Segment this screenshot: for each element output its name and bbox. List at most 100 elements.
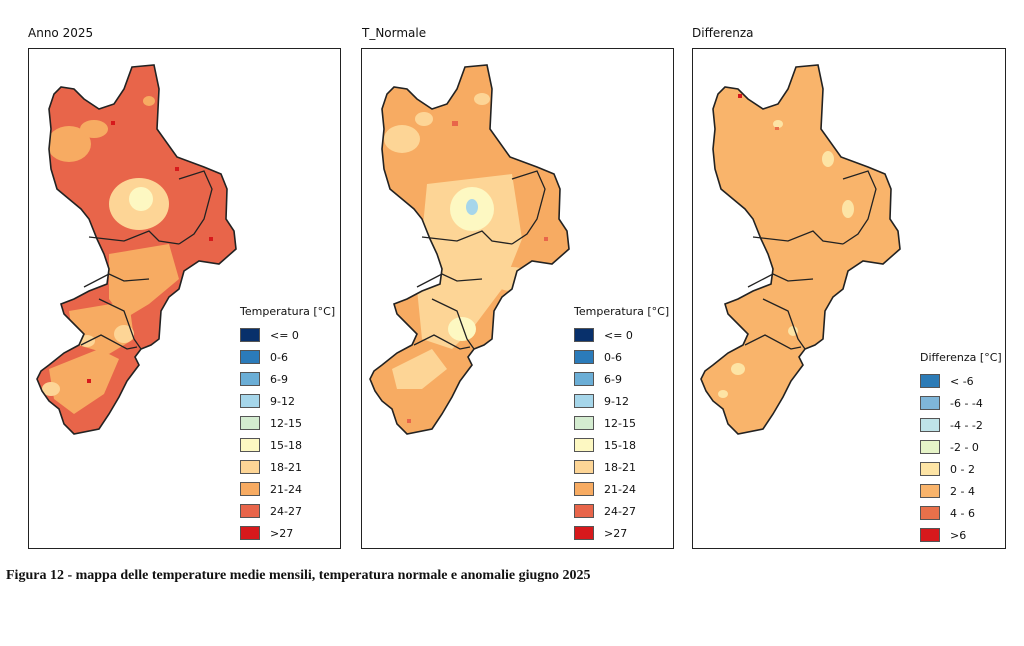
panel-title-anno-2025: Anno 2025	[28, 26, 94, 40]
legend-swatch	[240, 328, 260, 342]
legend-t-normale: Temperatura [°C] <= 0 0-6 6-9 9-12 12-15…	[574, 305, 669, 544]
legend-label: 21-24	[270, 482, 302, 496]
legend-item: 9-12	[240, 390, 335, 412]
legend-label: >27	[604, 526, 628, 540]
legend-item: 6-9	[240, 368, 335, 390]
legend-label: 4 - 6	[950, 506, 975, 520]
legend-label: >27	[270, 526, 294, 540]
legend-label: -2 - 0	[950, 440, 979, 454]
legend-label: 9-12	[604, 394, 629, 408]
legend-item: 9-12	[574, 390, 669, 412]
legend-item: -6 - -4	[920, 392, 1002, 414]
legend-title: Temperatura [°C]	[240, 305, 336, 318]
map-t-normale	[369, 64, 570, 435]
legend-item: 12-15	[240, 412, 335, 434]
legend-item: <= 0	[574, 324, 669, 346]
legend-swatch	[574, 350, 594, 364]
legend-swatch	[574, 394, 594, 408]
legend-swatch	[574, 372, 594, 386]
legend-item: -4 - -2	[920, 414, 1002, 436]
legend-label: 24-27	[604, 504, 636, 518]
legend-swatch	[240, 394, 260, 408]
legend-differenza: Differenza [°C] < -6 -6 - -4 -4 - -2 -2 …	[920, 351, 1002, 546]
legend-swatch	[574, 482, 594, 496]
legend-label: 24-27	[270, 504, 302, 518]
legend-label: <= 0	[270, 328, 299, 342]
legend-swatch	[240, 504, 260, 518]
legend-item: 24-27	[240, 500, 335, 522]
legend-label: 2 - 4	[950, 484, 975, 498]
legend-label: 0-6	[270, 350, 288, 364]
legend-swatch	[574, 416, 594, 430]
legend-label: -4 - -2	[950, 418, 983, 432]
legend-item: 0-6	[240, 346, 335, 368]
legend-label: 12-15	[604, 416, 636, 430]
legend-swatch	[240, 372, 260, 386]
panel-title-differenza: Differenza	[692, 26, 754, 40]
legend-label: -6 - -4	[950, 396, 983, 410]
legend-swatch	[240, 438, 260, 452]
panel-title-t-normale: T_Normale	[362, 26, 427, 40]
legend-item: 0 - 2	[920, 458, 1002, 480]
legend-item: >27	[240, 522, 335, 544]
legend-item: >6	[920, 524, 1002, 546]
legend-item: 4 - 6	[920, 502, 1002, 524]
legend-swatch	[240, 460, 260, 474]
legend-swatch	[574, 504, 594, 518]
legend-label: < -6	[950, 374, 974, 388]
legend-swatch	[574, 328, 594, 342]
legend-swatch	[920, 484, 940, 498]
legend-swatch	[574, 526, 594, 540]
legend-swatch	[920, 374, 940, 388]
legend-swatch	[574, 460, 594, 474]
legend-swatch	[240, 482, 260, 496]
legend-item: 0-6	[574, 346, 669, 368]
legend-swatch	[240, 350, 260, 364]
map-differenza	[700, 64, 901, 435]
legend-label: 9-12	[270, 394, 295, 408]
legend-item: 18-21	[240, 456, 335, 478]
legend-item: < -6	[920, 370, 1002, 392]
figure-caption: Figura 12 - mappa delle temperature medi…	[6, 568, 591, 583]
legend-swatch	[920, 462, 940, 476]
legend-item: 24-27	[574, 500, 669, 522]
legend-label: 15-18	[604, 438, 636, 452]
legend-label: 12-15	[270, 416, 302, 430]
legend-swatch	[920, 396, 940, 410]
legend-swatch	[920, 506, 940, 520]
legend-item: -2 - 0	[920, 436, 1002, 458]
map-panel-t-normale	[361, 48, 674, 549]
legend-swatch	[240, 416, 260, 430]
legend-item: 21-24	[240, 478, 335, 500]
legend-item: 15-18	[240, 434, 335, 456]
legend-label: <= 0	[604, 328, 633, 342]
legend-label: 6-9	[604, 372, 622, 386]
legend-item: >27	[574, 522, 669, 544]
legend-item: 21-24	[574, 478, 669, 500]
map-anno-2025	[36, 64, 237, 435]
legend-item: 6-9	[574, 368, 669, 390]
legend-label: 6-9	[270, 372, 288, 386]
legend-item: 18-21	[574, 456, 669, 478]
map-panel-anno-2025	[28, 48, 341, 549]
legend-swatch	[920, 528, 940, 542]
legend-label: 18-21	[604, 460, 636, 474]
legend-label: 0-6	[604, 350, 622, 364]
legend-swatch	[240, 526, 260, 540]
legend-label: 15-18	[270, 438, 302, 452]
legend-label: 21-24	[604, 482, 636, 496]
legend-item: 12-15	[574, 412, 669, 434]
legend-swatch	[920, 418, 940, 432]
legend-title: Differenza [°C]	[920, 351, 1002, 364]
legend-item: <= 0	[240, 324, 335, 346]
legend-label: >6	[950, 528, 967, 542]
legend-swatch	[920, 440, 940, 454]
legend-anno-2025: Temperatura [°C] <= 0 0-6 6-9 9-12 12-15…	[240, 305, 335, 544]
legend-label: 18-21	[270, 460, 302, 474]
legend-item: 2 - 4	[920, 480, 1002, 502]
legend-title: Temperatura [°C]	[574, 305, 670, 318]
legend-swatch	[574, 438, 594, 452]
legend-item: 15-18	[574, 434, 669, 456]
legend-label: 0 - 2	[950, 462, 975, 476]
map-panel-differenza	[692, 48, 1006, 549]
